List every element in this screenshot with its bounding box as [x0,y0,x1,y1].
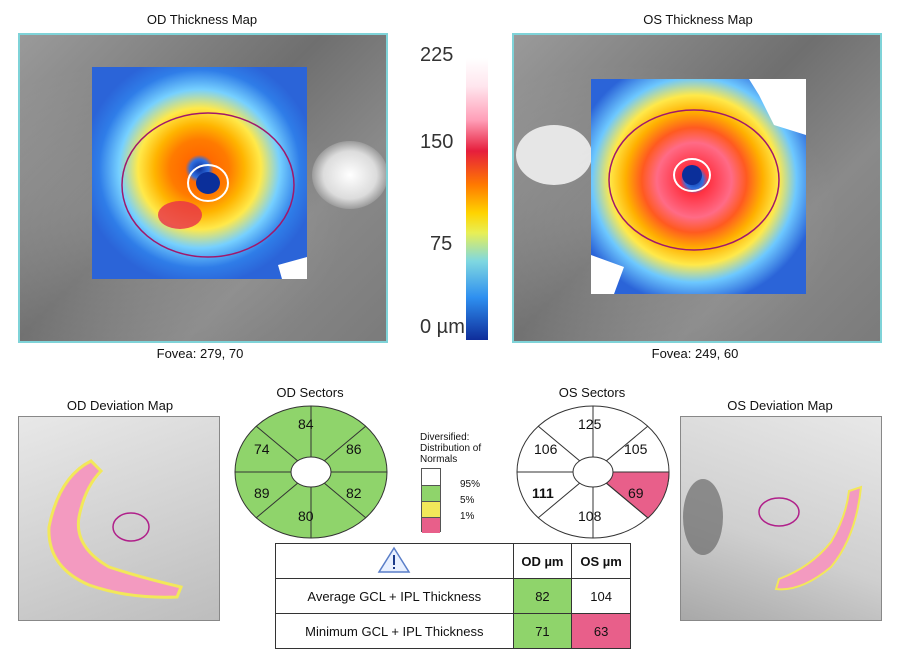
os-sector-inferior-temporal: 111 [532,485,554,501]
scale-label-0: 0 µm [420,316,465,338]
scale-label-75: 75 [430,233,453,255]
os-deviation-map [680,416,882,621]
od-fovea-readout: Fovea: 279, 70 [156,346,244,361]
os-deviation-title: OS Deviation Map [727,398,833,413]
header-od: OD µm [512,543,573,579]
gcl-ipl-table: OD µm OS µm Average GCL + IPL Thickness … [275,543,631,649]
scale-label-150: 150 [420,131,454,153]
os-sectors-chart [514,402,672,542]
os-sectors-graphic [516,405,670,539]
row-label-average: Average GCL + IPL Thickness [275,578,514,614]
od-sector-superior-temporal: 74 [254,441,270,457]
header-os: OS µm [571,543,631,579]
row-label-minimum: Minimum GCL + IPL Thickness [275,613,514,649]
legend-5: 5% [460,495,475,506]
od-sector-inferior: 80 [298,508,314,524]
warning-cell [275,543,514,579]
od-sector-superior: 84 [298,416,314,432]
average-od-value: 82 [512,578,573,614]
scale-label-225: 225 [420,44,454,66]
od-sector-inferior-nasal: 82 [346,485,362,501]
legend-1: 1% [460,511,475,522]
od-deviation-map [18,416,220,621]
od-deviation-title: OD Deviation Map [66,398,174,413]
average-os-value: 104 [571,578,631,614]
od-sector-inferior-temporal: 89 [254,485,270,501]
minimum-od-value: 71 [512,613,573,649]
od-thickness-map [18,33,388,343]
os-sector-superior-temporal: 106 [534,441,558,457]
od-sector-superior-nasal: 86 [346,441,362,457]
od-sectors-title: OD Sectors [276,385,344,400]
os-thickness-map [512,33,882,343]
os-thickness-title: OS Thickness Map [643,12,753,27]
od-sectors-chart [232,402,390,542]
os-sector-inferior: 108 [578,508,602,524]
od-deviation-graphic [47,459,184,599]
os-sector-superior-nasal: 105 [624,441,648,457]
legend-95: 95% [460,479,481,490]
legend-swatches [421,468,441,533]
os-thickness-graphic [516,79,806,294]
legend-header: Diversified: Distribution of Normals [420,432,482,465]
os-sector-superior: 125 [578,416,602,432]
thickness-color-scale [466,58,488,340]
os-deviation-graphic [683,479,863,591]
warning-triangle-icon [377,546,411,573]
od-thickness-title: OD Thickness Map [146,12,258,27]
optic-disc-icon [312,141,386,209]
os-optic-disc-icon [516,125,592,185]
od-sectors-graphic [234,405,388,539]
os-sector-inferior-nasal: 69 [628,485,644,501]
od-thickness-graphic [92,67,386,279]
os-fovea-readout: Fovea: 249, 60 [651,346,739,361]
minimum-os-value: 63 [571,613,631,649]
table-row: Minimum GCL + IPL Thickness 71 63 [275,613,631,649]
os-sectors-title: OS Sectors [558,385,626,400]
table-row: Average GCL + IPL Thickness 82 104 [275,578,631,614]
